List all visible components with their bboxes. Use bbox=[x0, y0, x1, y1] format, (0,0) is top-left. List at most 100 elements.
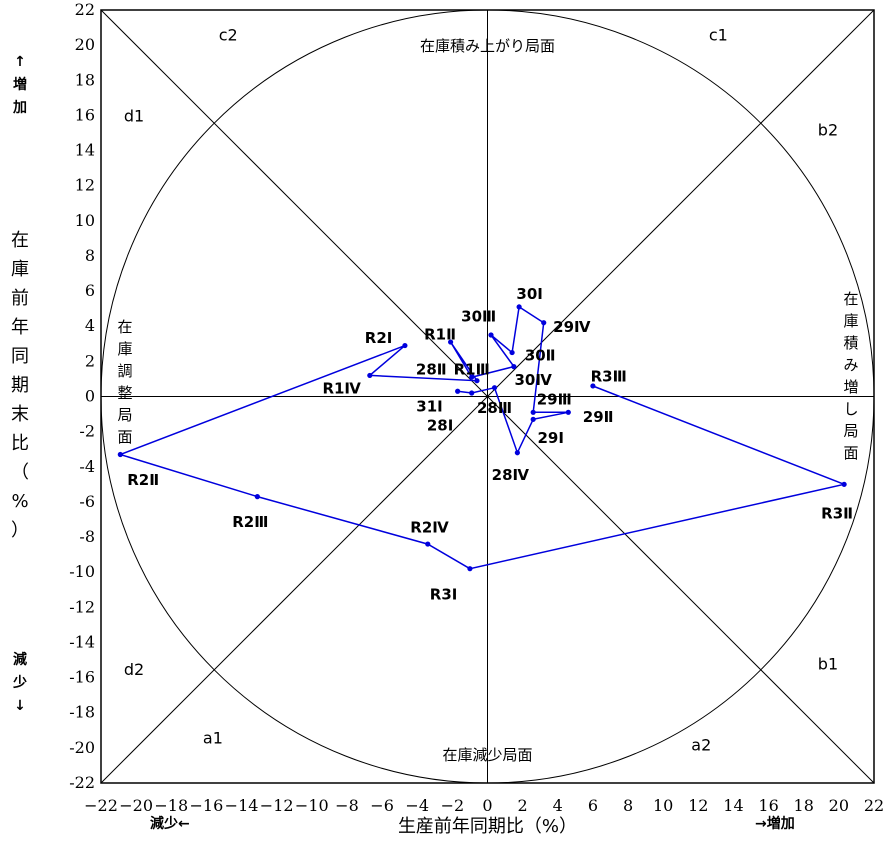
data-point bbox=[515, 450, 520, 455]
x-tick-label: −22 bbox=[84, 796, 118, 815]
y-tick-label: -2 bbox=[79, 422, 95, 441]
phase-label-right-char: し bbox=[843, 400, 858, 418]
x-tick-label: 6 bbox=[588, 796, 598, 815]
y-tick-label: 2 bbox=[85, 351, 95, 370]
y-tick-label: 4 bbox=[85, 316, 95, 335]
y-tick-label: -16 bbox=[69, 668, 95, 687]
y-tick-label: -20 bbox=[69, 738, 95, 757]
data-point-label: R3Ⅲ bbox=[591, 367, 627, 385]
series-line bbox=[120, 307, 844, 569]
y-axis-title-char: 年 bbox=[11, 317, 29, 338]
data-point bbox=[842, 482, 847, 487]
data-point-label: 31Ⅰ bbox=[416, 397, 442, 415]
x-tick-label: 0 bbox=[482, 796, 492, 815]
data-point bbox=[467, 566, 472, 571]
y-direction-increase-char: ↑ bbox=[14, 54, 26, 70]
y-tick-label: 0 bbox=[85, 387, 95, 406]
y-tick-label: 16 bbox=[75, 105, 95, 124]
x-axis-title: 生産前年同期比（%） bbox=[398, 816, 577, 837]
x-tick-label: −10 bbox=[295, 796, 329, 815]
zone-label-c2: c2 bbox=[219, 26, 238, 45]
data-point bbox=[402, 343, 407, 348]
y-tick-label: 18 bbox=[75, 70, 95, 89]
data-point bbox=[455, 389, 460, 394]
data-point-label: R1Ⅱ bbox=[424, 325, 456, 343]
phase-label-right-char: 在 bbox=[843, 290, 858, 308]
x-tick-label: 8 bbox=[623, 796, 633, 815]
x-tick-label: −18 bbox=[154, 796, 188, 815]
y-tick-label: -10 bbox=[69, 562, 95, 581]
data-point-label: 29Ⅱ bbox=[583, 408, 614, 426]
data-point bbox=[255, 494, 260, 499]
data-point bbox=[509, 350, 514, 355]
y-tick-label: -6 bbox=[79, 492, 95, 511]
x-tick-label: −2 bbox=[441, 796, 465, 815]
data-point bbox=[531, 410, 536, 415]
y-tick-label: -18 bbox=[69, 703, 95, 722]
x-direction-decrease: 減少← bbox=[150, 815, 190, 832]
phase-label-right-char: 庫 bbox=[843, 312, 858, 330]
zone-label-a2: a2 bbox=[691, 735, 711, 754]
y-axis-title-char: 前 bbox=[11, 288, 29, 309]
data-point bbox=[488, 332, 493, 337]
data-point bbox=[492, 385, 497, 390]
data-point-label: 29Ⅳ bbox=[553, 318, 591, 336]
y-tick-label: -8 bbox=[79, 527, 95, 546]
x-tick-label: 14 bbox=[723, 796, 743, 815]
zone-label-b1: b1 bbox=[818, 655, 838, 674]
plot-frame bbox=[101, 10, 874, 783]
phase-label-right-char: 積 bbox=[843, 334, 858, 352]
y-axis-title-char: （ bbox=[11, 462, 29, 483]
data-point-label: R2Ⅲ bbox=[232, 513, 268, 531]
y-tick-label: -14 bbox=[69, 632, 95, 651]
data-point bbox=[511, 364, 516, 369]
data-point-label: R3Ⅱ bbox=[821, 504, 853, 522]
data-point-label: R3Ⅰ bbox=[430, 585, 458, 603]
data-point bbox=[541, 320, 546, 325]
data-point-label: 29Ⅰ bbox=[538, 429, 564, 447]
phase-label-left-char: 在 bbox=[117, 318, 132, 336]
x-tick-label: −20 bbox=[119, 796, 153, 815]
data-point-label: R2Ⅰ bbox=[365, 329, 393, 347]
y-tick-label: 20 bbox=[75, 35, 95, 54]
y-tick-label: 10 bbox=[75, 211, 95, 230]
y-axis-title-char: ） bbox=[11, 520, 29, 541]
y-tick-label: -12 bbox=[69, 597, 95, 616]
phase-label-left-char: 庫 bbox=[117, 340, 132, 358]
zone-label-b2: b2 bbox=[818, 120, 838, 139]
data-point-label: 30Ⅰ bbox=[516, 285, 542, 303]
x-tick-label: 20 bbox=[829, 796, 849, 815]
x-tick-label: −16 bbox=[190, 796, 224, 815]
data-point-label: R2Ⅳ bbox=[410, 519, 449, 537]
data-point-label: 28Ⅱ bbox=[416, 360, 447, 378]
x-tick-label: 18 bbox=[794, 796, 814, 815]
y-tick-label: 12 bbox=[75, 176, 95, 195]
y-tick-label: -4 bbox=[79, 457, 95, 476]
data-point-label: 28Ⅰ bbox=[427, 417, 453, 435]
zone-label-c1: c1 bbox=[709, 26, 728, 45]
data-point-label: 29Ⅲ bbox=[537, 390, 572, 408]
x-tick-label: 10 bbox=[653, 796, 673, 815]
x-tick-label: −6 bbox=[370, 796, 394, 815]
x-tick-label: −12 bbox=[260, 796, 294, 815]
y-tick-label: 22 bbox=[75, 0, 95, 19]
y-axis-title-char: 比 bbox=[11, 433, 29, 454]
phase-label-bottom: 在庫減少局面 bbox=[442, 746, 532, 764]
data-point bbox=[425, 541, 430, 546]
phase-label-right-char: み bbox=[843, 356, 858, 374]
phase-label-top: 在庫積み上がり局面 bbox=[420, 37, 555, 55]
x-tick-label: 22 bbox=[864, 796, 884, 815]
phase-label-left-char: 整 bbox=[117, 384, 132, 402]
data-point-label: R2Ⅱ bbox=[127, 471, 159, 489]
phase-label-left-char: 面 bbox=[117, 428, 132, 446]
data-point bbox=[566, 410, 571, 415]
y-axis-title-char: 末 bbox=[11, 404, 29, 425]
data-point bbox=[367, 373, 372, 378]
data-point bbox=[474, 378, 479, 383]
data-point-label: 30Ⅲ bbox=[461, 308, 496, 326]
x-tick-label: −8 bbox=[335, 796, 359, 815]
y-axis-title-char: 期 bbox=[11, 375, 29, 396]
y-tick-label: 14 bbox=[75, 141, 95, 160]
phase-label-left-char: 局 bbox=[117, 406, 132, 424]
